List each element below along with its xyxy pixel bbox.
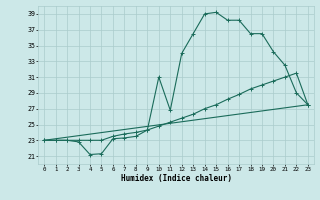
X-axis label: Humidex (Indice chaleur): Humidex (Indice chaleur) — [121, 174, 231, 183]
